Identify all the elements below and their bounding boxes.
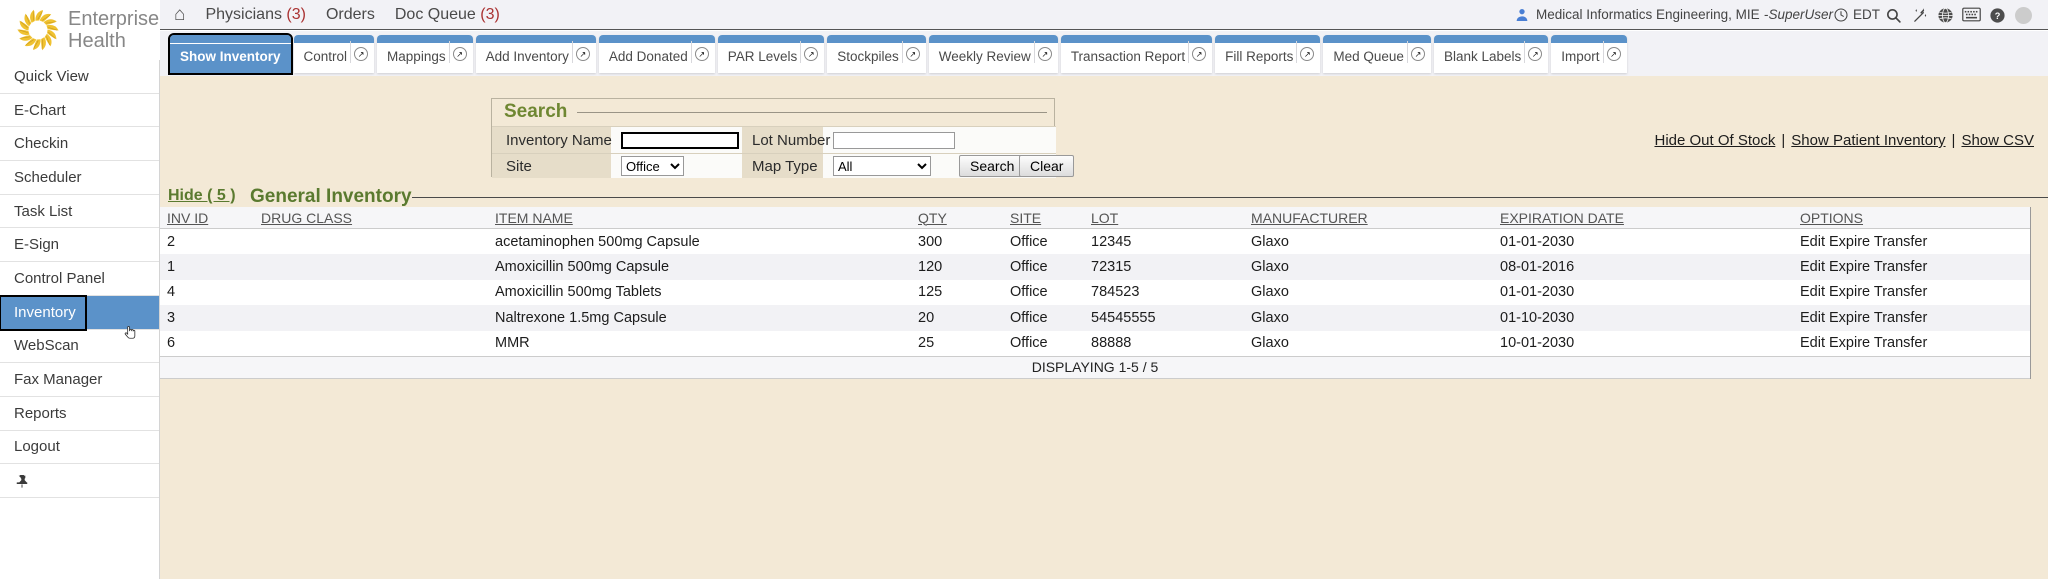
svg-text:?: ? xyxy=(1995,11,2001,21)
